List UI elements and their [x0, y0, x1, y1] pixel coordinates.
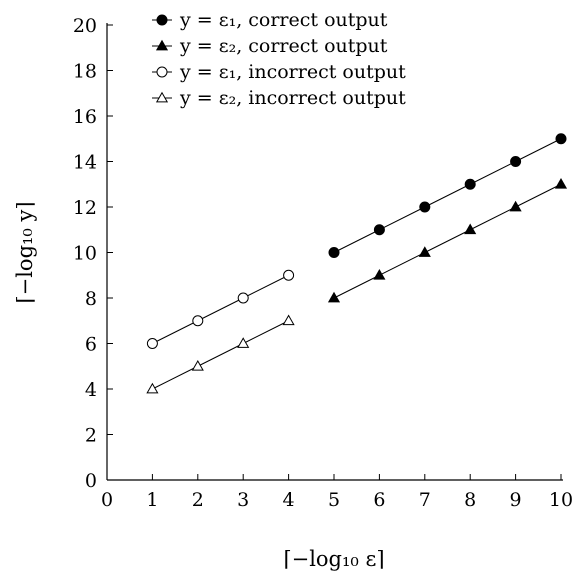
legend-label: y = ε₁, incorrect output: [179, 61, 406, 83]
y-tick-label: 0: [85, 470, 97, 492]
x-tick-label: 1: [146, 489, 158, 511]
x-tick-label: 2: [192, 489, 204, 511]
legend-item: y = ε₂, correct output: [152, 35, 388, 57]
series-group: [146, 133, 568, 394]
legend-label: y = ε₂, correct output: [179, 35, 388, 57]
x-tick-label: 5: [328, 489, 340, 511]
data-point: [282, 314, 295, 326]
x-axis-label: ⌈−log₁₀ ε⌉: [283, 547, 384, 571]
y-tick-label: 14: [73, 152, 97, 174]
series-line: [333, 183, 562, 299]
legend-item: y = ε₂, incorrect output: [152, 87, 406, 109]
data-point: [464, 178, 476, 190]
x-tick-label: 7: [419, 489, 431, 511]
y-tick-label: 2: [85, 425, 97, 447]
data-point: [509, 200, 522, 212]
y-tick-label: 18: [73, 61, 97, 83]
series-4: [146, 314, 295, 394]
legend: y = ε₁, correct output y = ε₂, correct ou…: [152, 9, 406, 109]
x-tick-label: 3: [237, 489, 249, 511]
legend-item: y = ε₁, correct output: [152, 9, 388, 31]
data-point: [373, 224, 385, 236]
data-point: [192, 315, 204, 327]
data-point: [510, 156, 522, 167]
data-point: [283, 269, 295, 281]
data-point: [191, 360, 204, 371]
axes: [106, 23, 563, 481]
legend-marker: [156, 14, 168, 26]
data-point: [418, 246, 431, 257]
legend-marker: [155, 91, 169, 103]
data-point: [373, 269, 386, 280]
series-line: [152, 274, 289, 344]
y-axis-label: ⌈−log₁₀ y⌉: [13, 201, 37, 303]
legend-marker: [155, 39, 169, 51]
series-1: [328, 133, 567, 258]
x-tick-label: 9: [510, 489, 522, 511]
y-tick-label: 16: [73, 106, 97, 128]
legend-marker: [156, 66, 168, 78]
data-point: [419, 201, 431, 213]
data-point: [146, 382, 159, 394]
y-tick-label: 6: [85, 334, 97, 356]
series-3: [146, 269, 295, 349]
legend-label: y = ε₁, correct output: [179, 9, 388, 31]
series-line: [152, 320, 289, 390]
x-tick-label: 4: [283, 489, 295, 511]
data-point: [328, 247, 340, 258]
y-tick-label: 12: [73, 197, 97, 219]
y-tick-label: 4: [85, 379, 97, 401]
legend-label: y = ε₂, incorrect output: [179, 87, 406, 109]
x-tick-label: 10: [549, 489, 573, 511]
series-2: [327, 178, 568, 303]
data-point: [554, 178, 568, 189]
x-tick-label: 6: [373, 489, 385, 511]
data-point: [146, 338, 158, 349]
data-point: [555, 133, 567, 145]
x-tick-label: 0: [101, 489, 113, 511]
data-point: [237, 337, 250, 348]
series-line: [333, 138, 562, 253]
y-tick-label: 8: [85, 288, 97, 310]
y-tick-label: 10: [73, 243, 97, 265]
data-point: [237, 292, 249, 304]
data-point: [464, 223, 477, 235]
y-tick-label: 20: [73, 15, 97, 37]
data-point: [327, 291, 341, 303]
x-tick-label: 8: [464, 489, 476, 511]
legend-item: y = ε₁, incorrect output: [152, 61, 406, 83]
